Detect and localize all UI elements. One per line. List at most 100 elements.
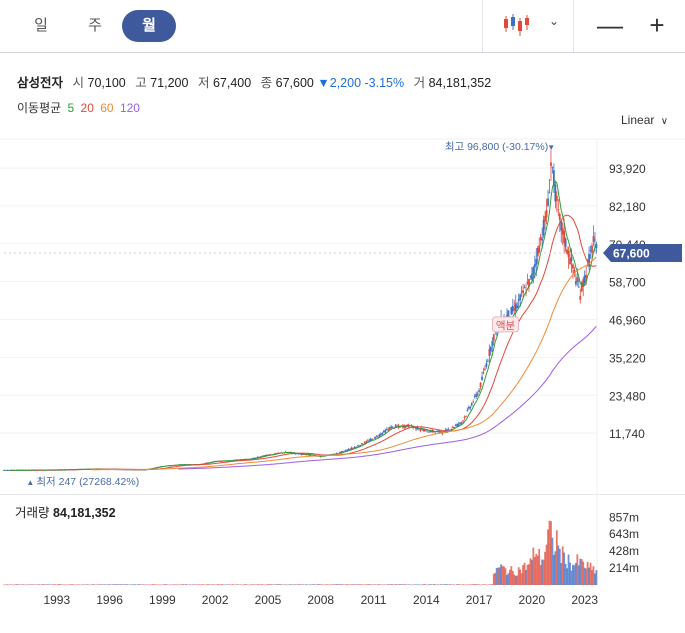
volume-bar [532,547,535,585]
volume-bar [488,584,491,585]
candle-body [333,453,335,455]
candle-body [462,420,464,422]
candle-body [485,363,488,367]
volume-bar [205,584,208,586]
candle-body [463,417,466,418]
volume-bar [510,566,513,585]
volume-bar [530,559,533,585]
candle-body [423,429,426,432]
tab-weekly[interactable]: 주 [88,17,102,34]
event-badge [491,316,519,333]
ma-20: 20 [80,101,94,115]
volume-bar [399,584,401,585]
candle-body [516,305,519,308]
volume-bar [162,584,165,585]
tab-daily[interactable]: 일 [34,17,48,34]
volume-bar [572,564,574,585]
moving-average-legend[interactable]: 이동평균 5 20 60 120 [17,99,140,116]
candle-body [564,238,567,247]
volume-bar [456,584,459,585]
candle-body [340,451,343,453]
volume-bar [403,584,406,585]
x-tick-label: 2023 [571,593,598,607]
candle-body [404,425,407,428]
volume-bar [138,584,140,585]
top-toolbar: 일 주 월 ⌄ — + [0,0,685,53]
volume-bar [529,558,532,585]
zoom-in-button[interactable]: + [649,10,665,40]
volume-bar [554,551,557,585]
candle-body [542,220,545,236]
volume-bar [262,584,265,586]
volume-bar [506,574,508,585]
candle-body [384,430,387,433]
candle-body [484,368,486,370]
candle-body [465,415,467,417]
volume-bar [19,584,22,586]
chart-type-selector[interactable]: ⌄ [482,0,574,52]
candle-body [338,452,341,454]
volume-bar [306,584,309,586]
volume-bar [409,584,412,586]
min-marker: ▲ [26,478,34,487]
candle-body [419,429,422,431]
volume-bar [30,584,33,585]
zoom-out-button[interactable]: — [597,10,623,40]
candle-body [482,372,485,374]
candle-body [300,454,303,456]
volume-bar [52,584,55,585]
volume-bar [566,568,568,585]
chevron-down-icon: ∨ [660,116,669,127]
volume-bar [438,584,441,586]
volume-bar [54,584,57,585]
volume-bar [331,584,334,585]
volume-bar [11,584,14,586]
volume-bar [305,584,307,585]
volume-bar [428,584,431,585]
volume-bar [152,584,155,585]
volume-bar [492,573,495,585]
candle-body [450,428,453,430]
volume-bar [359,584,362,585]
candle-body [522,290,524,294]
volume-bar [132,584,134,586]
volume-bar [341,584,344,585]
candle-body [563,230,566,244]
candle-body [582,279,585,287]
volume-bar [85,584,88,586]
volume-bar [281,584,284,586]
volume-bar [594,573,596,585]
volume-bar [435,584,438,586]
volume-bar [45,584,48,585]
volume-bar [585,568,588,585]
candle-body [305,454,307,456]
volume-bar [550,521,552,585]
candle-body [469,406,472,409]
volume-bar [457,584,460,585]
volume-value: 84,181,352 [428,76,492,90]
volume-bar [211,584,214,585]
volume-bar [297,584,300,585]
volume-bar [284,584,287,585]
volume-bar [140,584,143,585]
volume-bar [117,584,120,585]
candle-body [387,428,390,430]
candle-body [262,455,265,457]
chevron-down-icon[interactable]: ⌄ [549,14,560,28]
candle-body [265,454,268,456]
volume-bar [353,584,356,585]
volume-bar [450,584,453,586]
volume-bar [66,584,68,586]
volume-bar [385,584,388,586]
tab-monthly[interactable]: 월 [122,10,176,42]
scale-selector[interactable]: Linear ∨ [621,113,668,127]
volume-bar [139,584,142,585]
y-tick-label: 35,220 [609,351,646,365]
volume-bar [70,584,73,585]
candle-body [535,258,538,265]
volume-bar [384,584,387,586]
volume-bar [22,584,24,585]
volume-bar [47,584,49,585]
volume-bar [519,569,522,585]
